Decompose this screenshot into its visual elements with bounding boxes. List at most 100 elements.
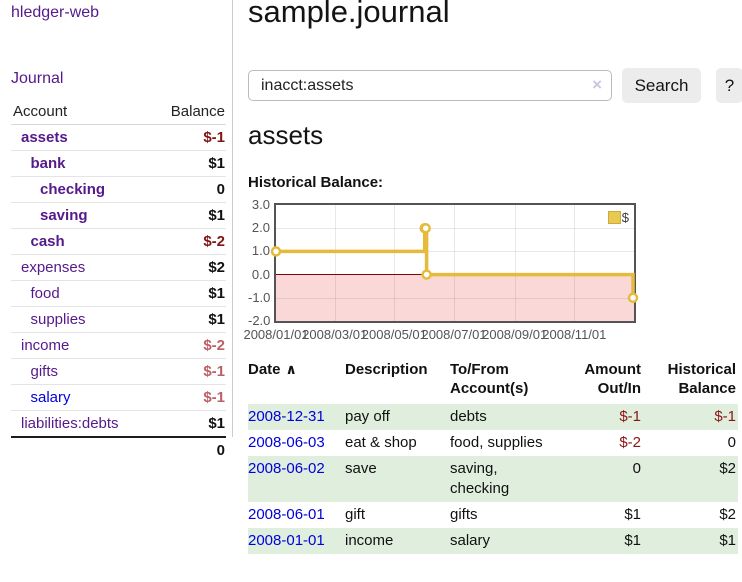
transaction-date-link[interactable]: 2008-06-01: [248, 506, 325, 523]
transaction-row: 2008-06-02 save saving, checking 0 $2: [248, 456, 738, 502]
account-balance: $1: [151, 280, 226, 307]
account-balance: $1: [151, 202, 226, 229]
account-balance: $-1: [151, 384, 226, 411]
account-balance: $2: [151, 254, 226, 281]
account-balance: $-1: [151, 124, 226, 151]
y-axis-tick-label: -2.0: [248, 313, 271, 328]
y-axis-tick-label: -1.0: [248, 289, 271, 305]
account-balance: $-2: [151, 332, 226, 359]
historical-balance-chart: 3.0 2.0 1.0 0.0 -1.0 -2.0 $ 2008/01/01 2008/03…: [243, 197, 742, 345]
accounts-total-balance: 0: [151, 436, 226, 463]
account-row: gifts $-1: [11, 358, 226, 385]
account-balance: 0: [151, 176, 226, 203]
transaction-date-link[interactable]: 2008-06-02: [248, 460, 325, 477]
account-row: expenses $2: [11, 254, 226, 281]
sidebar-account-link-bank[interactable]: bank: [30, 155, 66, 172]
register-column-header: Historical Balance: [667, 361, 736, 397]
account-row: bank $1: [11, 150, 226, 177]
y-axis-tick-label: 2.0: [251, 220, 270, 236]
sidebar-account-link-food[interactable]: food: [30, 285, 60, 302]
account-row: income $-2: [11, 332, 226, 359]
balance-step-line: [270, 222, 639, 304]
account-balance: $1: [151, 150, 226, 177]
transaction-description: gift: [345, 506, 366, 523]
transaction-description: eat & shop: [345, 434, 417, 451]
account-balance: $1: [151, 410, 226, 438]
legend-swatch: [607, 211, 621, 224]
negative-value-region: [276, 274, 634, 321]
account-balance: $1: [151, 306, 226, 333]
transaction-date-link[interactable]: 2008-06-03: [248, 434, 325, 451]
transaction-amount: $1: [624, 532, 641, 549]
register-column-header: Amount Out/In: [584, 361, 641, 397]
register-column-header: Description: [345, 361, 428, 378]
sidebar-account-link-expenses[interactable]: expenses: [21, 259, 86, 276]
balance-column-header: Balance: [151, 100, 226, 125]
transaction-accounts: food, supplies: [450, 434, 543, 451]
legend-label: $: [621, 210, 629, 225]
search-button[interactable]: Search: [622, 68, 701, 103]
x-axis-tick-label: 2008/01/01: [243, 327, 309, 342]
accounts-total-row: 0: [11, 436, 226, 463]
x-axis-tick-label: 2008/09/01: [482, 327, 548, 342]
accounts-column-header: Account: [11, 100, 152, 125]
sidebar-account-link-salary[interactable]: salary: [30, 389, 71, 406]
chart-title: Historical Balance:: [248, 174, 384, 191]
transaction-description: save: [345, 460, 377, 477]
transaction-row: 2008-06-01 gift gifts $1 $2: [248, 502, 738, 528]
transaction-row: 2008-06-03 eat & shop food, supplies $-2 0: [248, 430, 738, 456]
transaction-amount: $-2: [619, 434, 641, 451]
register-table: Date ∧ Description To/From Account(s) Amount O…: [248, 358, 738, 554]
transaction-accounts: saving, checking: [450, 460, 510, 497]
search-input[interactable]: [248, 70, 612, 101]
transaction-date-link[interactable]: 2008-12-31: [248, 408, 325, 425]
transaction-historical-balance: $2: [719, 460, 736, 477]
transaction-description: income: [345, 532, 394, 549]
sidebar-account-link-assets[interactable]: assets: [21, 129, 68, 146]
chart-legend: $: [607, 210, 629, 225]
sidebar: hledger-web Journal Account Balance asse…: [0, 0, 233, 463]
transaction-accounts: gifts: [450, 506, 478, 523]
y-axis-tick-label: 3.0: [251, 197, 270, 212]
x-axis-tick-label: 2008/05/01: [361, 327, 427, 342]
account-balance: $-1: [151, 358, 226, 385]
y-axis-tick-label: 1.0: [251, 243, 270, 259]
sidebar-account-link-saving[interactable]: saving: [40, 207, 88, 224]
transaction-amount: $1: [624, 506, 641, 523]
transaction-historical-balance: $-1: [714, 408, 736, 425]
account-row: liabilities:debts $1: [11, 410, 226, 438]
data-point-marker: [420, 222, 431, 234]
sidebar-account-link-gifts[interactable]: gifts: [30, 363, 59, 380]
transaction-amount: $-1: [619, 408, 641, 425]
sidebar-account-link-checking[interactable]: checking: [40, 181, 106, 198]
account-row: cash $-2: [11, 228, 226, 255]
app-brand-link[interactable]: hledger-web: [11, 4, 100, 21]
data-point-marker: [627, 292, 639, 304]
sidebar-account-link-liabilities-debts[interactable]: liabilities:debts: [21, 415, 119, 432]
sidebar-account-link-supplies[interactable]: supplies: [30, 311, 86, 328]
register-column-header: To/From Account(s): [450, 361, 529, 397]
transaction-row: 2008-12-31 pay off debts $-1 $-1: [248, 404, 738, 430]
x-axis-tick-label: 2008/07/01: [421, 327, 487, 342]
transaction-accounts: debts: [450, 408, 487, 425]
x-axis-tick-label: 2008/11/01: [542, 327, 607, 342]
sidebar-account-link-cash[interactable]: cash: [30, 233, 65, 250]
account-row: saving $1: [11, 202, 226, 229]
account-row: checking 0: [11, 176, 226, 203]
transaction-row: 2008-01-01 income salary $1 $1: [248, 528, 738, 554]
page-title: sample.journal: [248, 0, 450, 29]
clear-search-icon[interactable]: ×: [592, 75, 602, 94]
transaction-accounts: salary: [450, 532, 491, 549]
sidebar-account-link-income[interactable]: income: [21, 337, 70, 354]
y-axis-tick-label: 0.0: [251, 266, 270, 282]
register-column-header[interactable]: Date ∧: [248, 361, 297, 378]
accounts-balance-table: Account Balance assets $-1 bank $1 checking 0…: [11, 100, 226, 463]
transaction-description: pay off: [345, 408, 390, 425]
transaction-historical-balance: $1: [719, 532, 736, 549]
account-row: salary $-1: [11, 384, 226, 411]
transaction-historical-balance: $2: [719, 506, 736, 523]
account-balance: $-2: [151, 228, 226, 255]
help-button[interactable]: ?: [716, 68, 742, 103]
transaction-date-link[interactable]: 2008-01-01: [248, 532, 325, 549]
sidebar-item-journal[interactable]: Journal: [11, 70, 64, 87]
